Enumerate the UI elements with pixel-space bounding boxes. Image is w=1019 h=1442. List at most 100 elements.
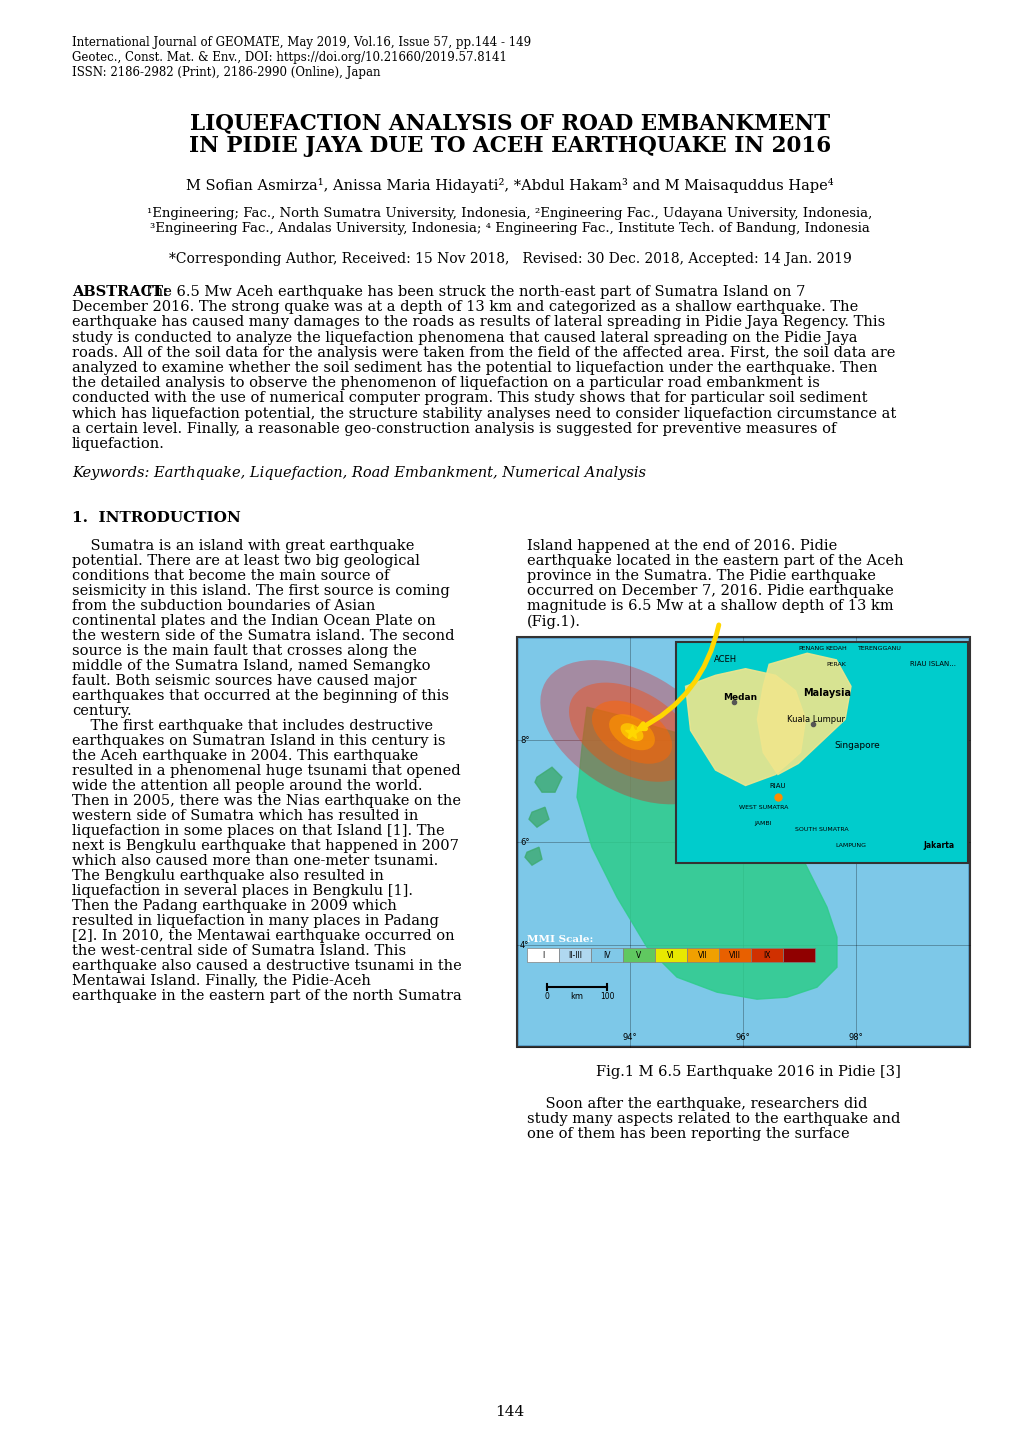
Text: VI: VI <box>666 950 675 960</box>
Bar <box>527 949 558 962</box>
Text: seismicity in this island. The first source is coming: seismicity in this island. The first sou… <box>72 584 449 598</box>
Text: earthquakes on Sumatran Island in this century is: earthquakes on Sumatran Island in this c… <box>72 734 445 748</box>
Text: which also caused more than one-meter tsunami.: which also caused more than one-meter ts… <box>72 854 438 868</box>
Bar <box>718 949 750 962</box>
Text: 8°: 8° <box>520 735 529 744</box>
Text: study many aspects related to the earthquake and: study many aspects related to the earthq… <box>527 1112 900 1126</box>
Text: the western side of the Sumatra island. The second: the western side of the Sumatra island. … <box>72 629 454 643</box>
Text: Geotec., Const. Mat. & Env., DOI: https://doi.org/10.21660/2019.57.8141: Geotec., Const. Mat. & Env., DOI: https:… <box>72 50 506 63</box>
Text: Singapore: Singapore <box>834 741 878 750</box>
Text: earthquakes that occurred at the beginning of this: earthquakes that occurred at the beginni… <box>72 689 448 704</box>
Text: The first earthquake that includes destructive: The first earthquake that includes destr… <box>72 720 433 733</box>
Text: analyzed to examine whether the soil sediment has the potential to liquefaction : analyzed to examine whether the soil sed… <box>72 360 876 375</box>
Text: MMI Scale:: MMI Scale: <box>527 936 593 945</box>
Text: Mentawai Island. Finally, the Pidie-Aceh: Mentawai Island. Finally, the Pidie-Aceh <box>72 975 371 988</box>
Text: Island happened at the end of 2016. Pidie: Island happened at the end of 2016. Pidi… <box>527 539 837 554</box>
Text: 94°: 94° <box>622 1034 637 1043</box>
Text: province in the Sumatra. The Pidie earthquake: province in the Sumatra. The Pidie earth… <box>527 570 875 583</box>
Text: Sumatra is an island with great earthquake: Sumatra is an island with great earthqua… <box>72 539 414 554</box>
Text: [2]. In 2010, the Mentawai earthquake occurred on: [2]. In 2010, the Mentawai earthquake oc… <box>72 929 454 943</box>
Text: Fig.1 M 6.5 Earthquake 2016 in Pidie [3]: Fig.1 M 6.5 Earthquake 2016 in Pidie [3] <box>595 1066 900 1079</box>
Text: 0: 0 <box>544 992 549 1001</box>
Text: liquefaction in some places on that Island [1]. The: liquefaction in some places on that Isla… <box>72 825 444 838</box>
Text: ISSN: 2186-2982 (Print), 2186-2990 (Online), Japan: ISSN: 2186-2982 (Print), 2186-2990 (Onli… <box>72 66 380 79</box>
Text: KEDAH: KEDAH <box>824 646 847 652</box>
Text: Then the Padang earthquake in 2009 which: Then the Padang earthquake in 2009 which <box>72 900 396 913</box>
Text: Kuala Lumpur: Kuala Lumpur <box>786 715 844 724</box>
Polygon shape <box>525 848 541 865</box>
Text: RIAU ISLAN...: RIAU ISLAN... <box>909 662 955 668</box>
Ellipse shape <box>608 714 654 750</box>
Text: ¹Engineering; Fac., North Sumatra University, Indonesia, ²Engineering Fac., Uday: ¹Engineering; Fac., North Sumatra Univer… <box>147 208 872 221</box>
Text: 1.  INTRODUCTION: 1. INTRODUCTION <box>72 512 240 525</box>
Text: 96°: 96° <box>735 1034 750 1043</box>
Text: IX: IX <box>762 950 770 960</box>
Text: TERENGGANU: TERENGGANU <box>857 646 902 652</box>
Text: the Aceh earthquake in 2004. This earthquake: the Aceh earthquake in 2004. This earthq… <box>72 750 418 763</box>
Text: conducted with the use of numerical computer program. This study shows that for : conducted with the use of numerical comp… <box>72 391 866 405</box>
Text: RIAU: RIAU <box>769 783 786 789</box>
Text: The Bengkulu earthquake also resulted in: The Bengkulu earthquake also resulted in <box>72 870 383 883</box>
Text: wide the attention all people around the world.: wide the attention all people around the… <box>72 779 422 793</box>
Text: JAMBI: JAMBI <box>754 820 771 825</box>
Text: Soon after the earthquake, researchers did: Soon after the earthquake, researchers d… <box>527 1097 866 1112</box>
Text: the west-central side of Sumatra Island. This: the west-central side of Sumatra Island.… <box>72 945 406 957</box>
Bar <box>517 637 969 1047</box>
Bar <box>687 949 718 962</box>
Text: December 2016. The strong quake was at a depth of 13 km and categorized as a sha: December 2016. The strong quake was at a… <box>72 300 857 314</box>
Text: source is the main fault that crosses along the: source is the main fault that crosses al… <box>72 645 417 658</box>
Text: VIII: VIII <box>729 950 740 960</box>
Text: western side of Sumatra which has resulted in: western side of Sumatra which has result… <box>72 809 418 823</box>
Text: century.: century. <box>72 704 131 718</box>
Bar <box>590 949 623 962</box>
Text: next is Bengkulu earthquake that happened in 2007: next is Bengkulu earthquake that happene… <box>72 839 459 854</box>
Text: resulted in liquefaction in many places in Padang: resulted in liquefaction in many places … <box>72 914 438 929</box>
Text: fault. Both seismic sources have caused major: fault. Both seismic sources have caused … <box>72 675 416 688</box>
Text: 6°: 6° <box>520 838 529 846</box>
Bar <box>675 642 967 862</box>
Text: middle of the Sumatra Island, named Semangko: middle of the Sumatra Island, named Sema… <box>72 659 430 673</box>
Text: (Fig.1).: (Fig.1). <box>527 614 581 629</box>
Text: VII: VII <box>697 950 707 960</box>
Text: potential. There are at least two big geological: potential. There are at least two big ge… <box>72 554 420 568</box>
Polygon shape <box>757 653 850 774</box>
Text: from the subduction boundaries of Asian: from the subduction boundaries of Asian <box>72 600 375 613</box>
Text: Then in 2005, there was the Nias earthquake on the: Then in 2005, there was the Nias earthqu… <box>72 795 461 808</box>
Text: LIQUEFACTION ANALYSIS OF ROAD EMBANKMENT: LIQUEFACTION ANALYSIS OF ROAD EMBANKMENT <box>190 112 829 134</box>
Text: km: km <box>570 992 583 1001</box>
Text: which has liquefaction potential, the structure stability analyses need to consi: which has liquefaction potential, the st… <box>72 407 896 421</box>
Polygon shape <box>685 669 805 786</box>
Bar <box>783 949 814 962</box>
Text: 144: 144 <box>495 1405 524 1419</box>
Text: IV: IV <box>602 950 610 960</box>
Text: Keywords: Earthquake, Liquefaction, Road Embankment, Numerical Analysis: Keywords: Earthquake, Liquefaction, Road… <box>72 466 645 480</box>
Text: WEST SUMATRA: WEST SUMATRA <box>738 805 788 810</box>
Text: liquefaction.: liquefaction. <box>72 437 165 451</box>
Text: ³Engineering Fac., Andalas University, Indonesia; ⁴ Engineering Fac., Institute : ³Engineering Fac., Andalas University, I… <box>150 222 869 235</box>
Text: liquefaction in several places in Bengkulu [1].: liquefaction in several places in Bengku… <box>72 884 413 898</box>
Text: V: V <box>636 950 641 960</box>
Text: PENANG: PENANG <box>798 646 823 652</box>
Polygon shape <box>577 707 837 999</box>
Text: Jakarta: Jakarta <box>922 841 954 849</box>
Text: magnitude is 6.5 Mw at a shallow depth of 13 km: magnitude is 6.5 Mw at a shallow depth o… <box>527 600 893 613</box>
Text: earthquake also caused a destructive tsunami in the: earthquake also caused a destructive tsu… <box>72 959 462 973</box>
Ellipse shape <box>540 660 722 805</box>
Text: the detailed analysis to observe the phenomenon of liquefaction on a particular : the detailed analysis to observe the phe… <box>72 376 819 391</box>
Text: resulted in a phenomenal huge tsunami that opened: resulted in a phenomenal huge tsunami th… <box>72 764 461 779</box>
Text: conditions that become the main source of: conditions that become the main source o… <box>72 570 389 583</box>
Text: continental plates and the Indian Ocean Plate on: continental plates and the Indian Ocean … <box>72 614 435 629</box>
Text: LAMPUNG: LAMPUNG <box>835 842 866 848</box>
Text: II-III: II-III <box>568 950 582 960</box>
Text: Malaysia: Malaysia <box>803 688 851 698</box>
Ellipse shape <box>569 682 694 782</box>
Text: one of them has been reporting the surface: one of them has been reporting the surfa… <box>527 1128 849 1141</box>
Ellipse shape <box>620 724 643 741</box>
Text: earthquake in the eastern part of the north Sumatra: earthquake in the eastern part of the no… <box>72 989 462 1004</box>
Bar <box>558 949 590 962</box>
Text: earthquake has caused many damages to the roads as results of lateral spreading : earthquake has caused many damages to th… <box>72 316 884 329</box>
Bar <box>519 639 967 1045</box>
Text: 4°: 4° <box>520 940 529 950</box>
Text: occurred on December 7, 2016. Pidie earthquake: occurred on December 7, 2016. Pidie eart… <box>527 584 893 598</box>
Text: ABSTRACT:: ABSTRACT: <box>72 286 168 298</box>
